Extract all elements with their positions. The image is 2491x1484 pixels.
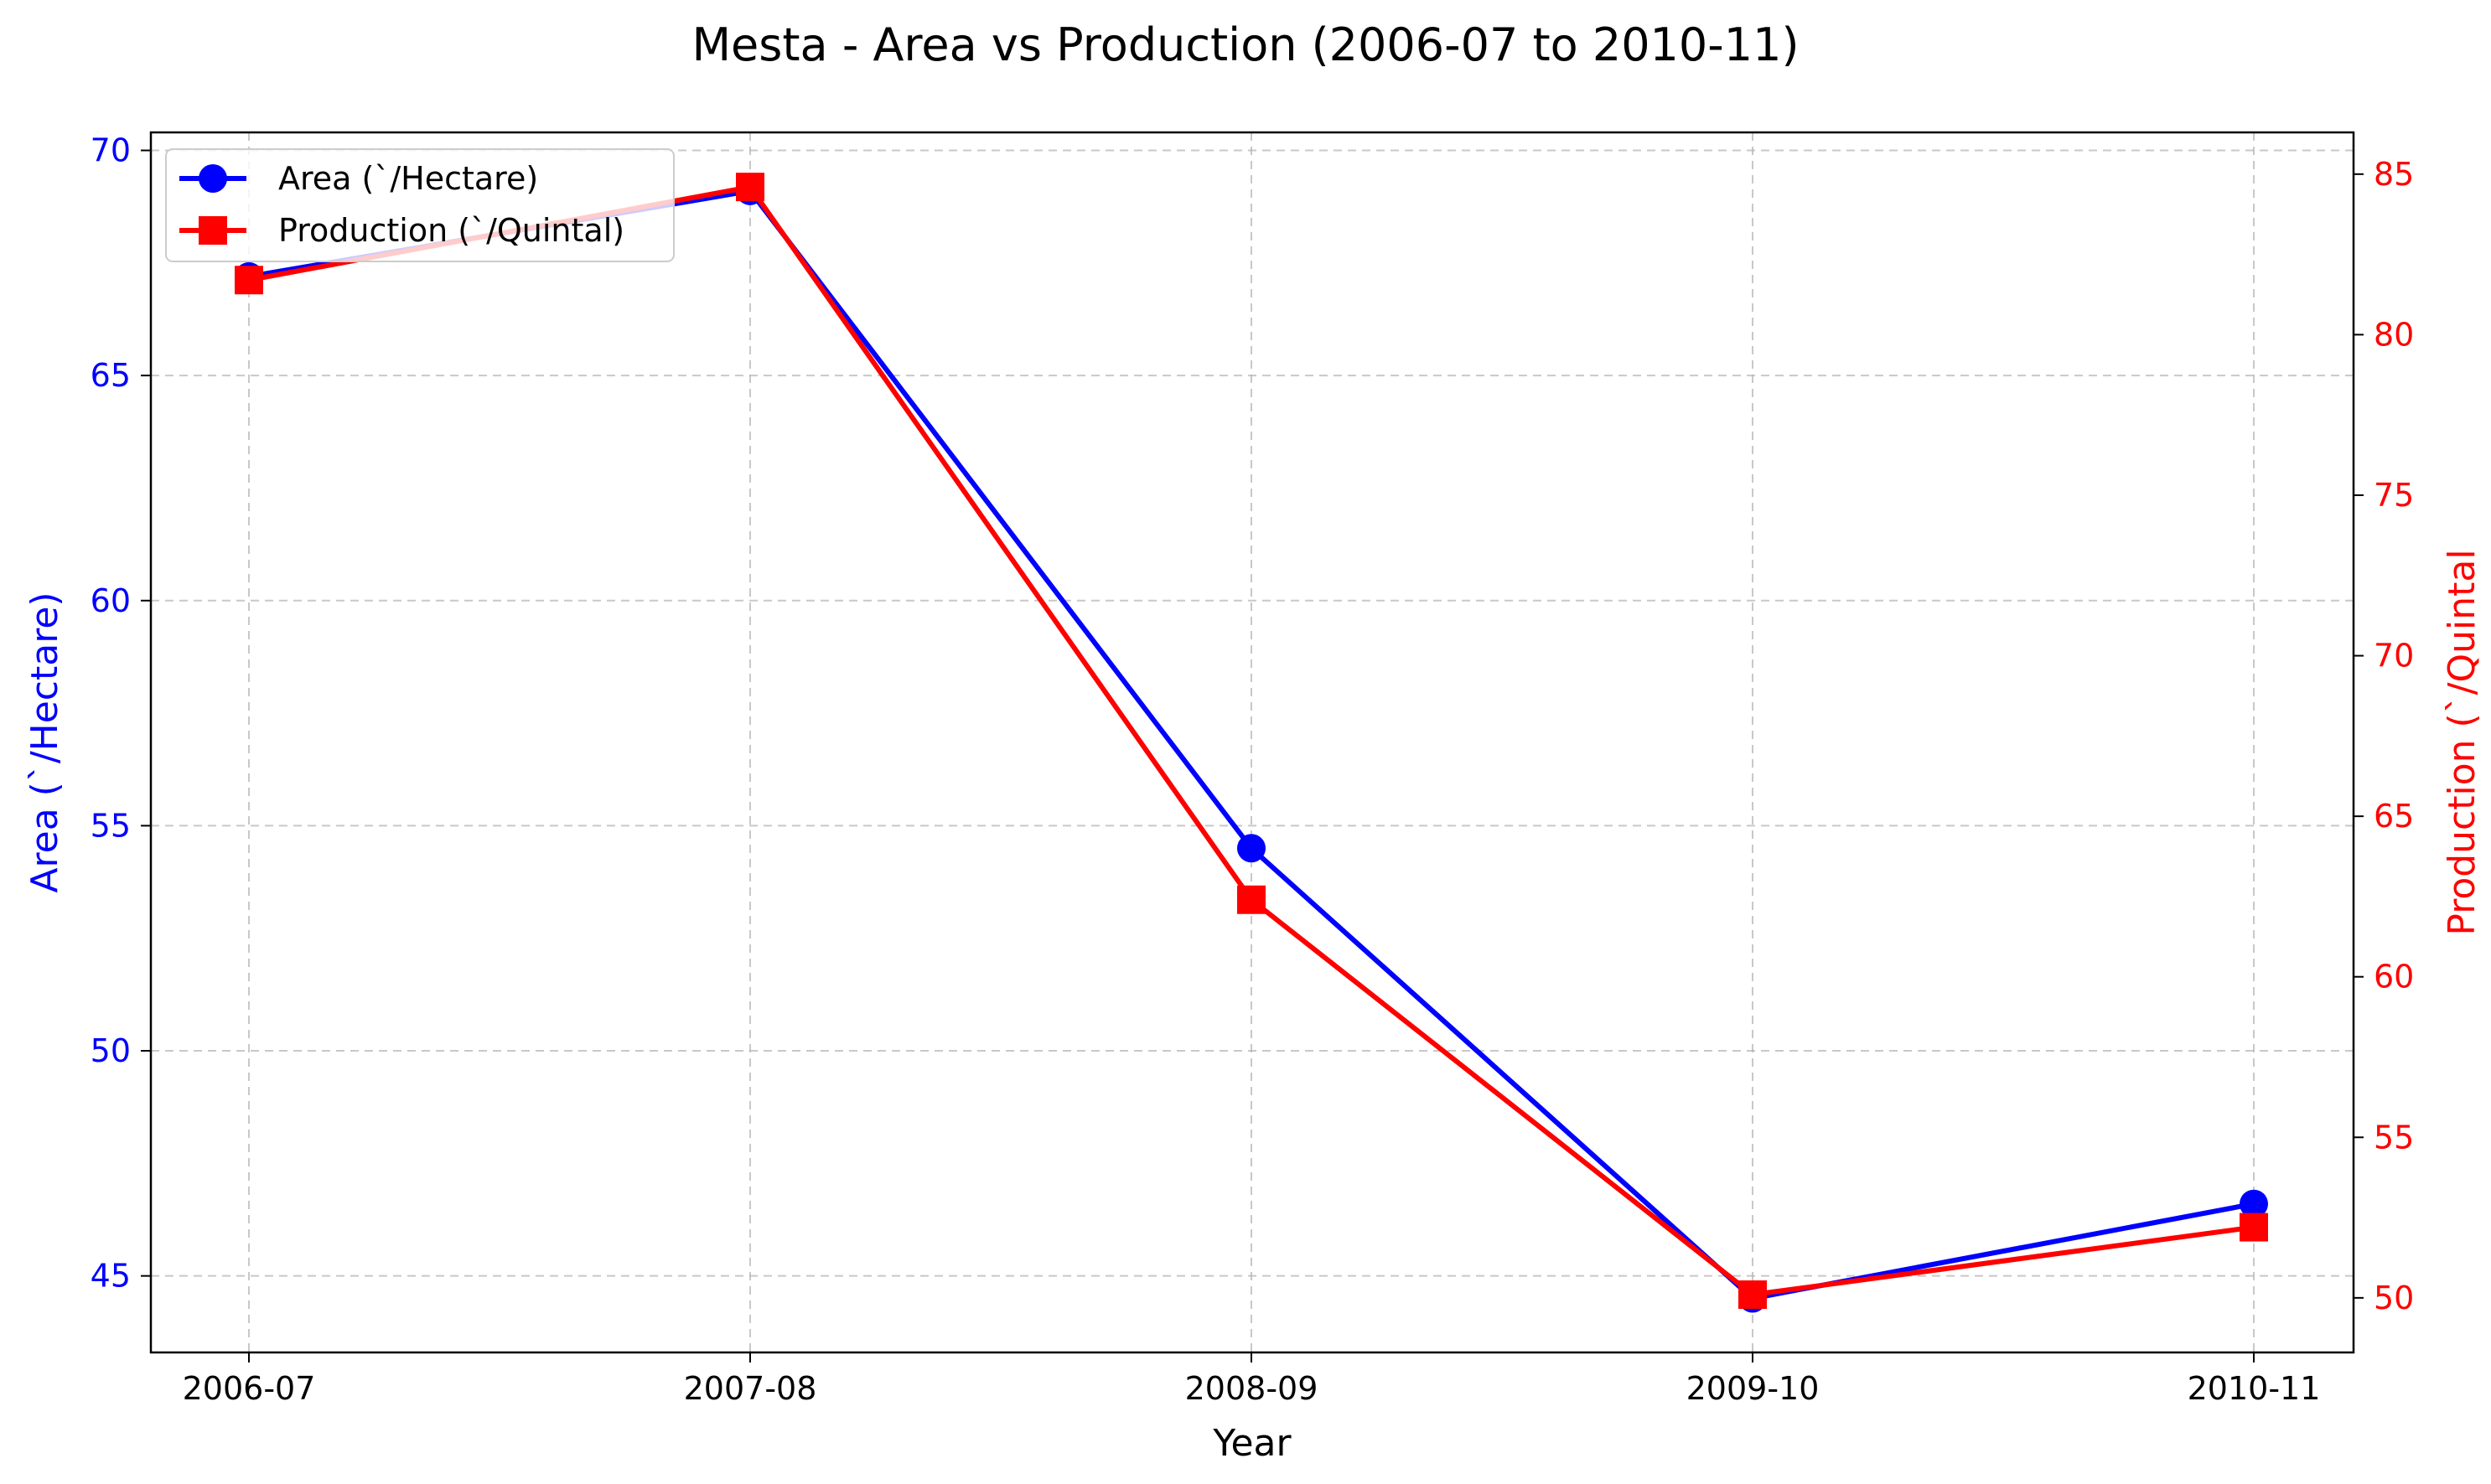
legend: Area (`/Hectare) Production (`/Quintal): [165, 148, 675, 262]
x-axis-label: Year: [1212, 1422, 1292, 1465]
x-tick-label: 2009-10: [1686, 1370, 1820, 1407]
chart-title: Mesta - Area vs Production (2006-07 to 2…: [691, 18, 1799, 71]
y-right-tick-label: 55: [2374, 1119, 2414, 1156]
y-left-tick-label: 45: [91, 1258, 131, 1295]
production-point: [1237, 885, 1266, 914]
y-axis-left-label: Area (`/Hectare): [23, 592, 66, 892]
y-left-tick-label: 50: [91, 1032, 131, 1069]
area-legend-marker: [199, 164, 227, 193]
grid: [151, 132, 2354, 1352]
legend-box: [165, 148, 675, 262]
production-point: [2240, 1213, 2268, 1242]
y-axis-right-label: Production (`/Quintal: [2441, 549, 2483, 935]
y-left-tick-label: 55: [91, 807, 131, 844]
axes: 2006-07 2007-08 2008-09 2009-10 2010-11 45 50 5…: [91, 132, 2415, 1407]
x-tick-label: 2006-07: [183, 1370, 316, 1407]
production-legend-label: Production (`/Quintal): [278, 212, 624, 249]
y-right-tick-label: 65: [2374, 798, 2414, 835]
production-point: [1738, 1280, 1767, 1310]
area-point: [1237, 834, 1266, 863]
y-left-tick-label: 60: [91, 582, 131, 619]
y-right-tick-label: 75: [2374, 477, 2414, 514]
area-legend-label: Area (`/Hectare): [278, 160, 538, 197]
y-right-tick-label: 80: [2374, 316, 2414, 353]
y-left-tick-label: 65: [91, 357, 131, 394]
x-tick-label: 2010-11: [2188, 1370, 2321, 1407]
y-right-tick-label: 85: [2374, 156, 2414, 193]
x-tick-label: 2008-09: [1185, 1370, 1318, 1407]
y-right-tick-label: 50: [2374, 1280, 2414, 1316]
y-right-tick-label: 70: [2374, 638, 2414, 675]
x-tick-label: 2007-08: [684, 1370, 817, 1407]
production-point: [235, 266, 263, 295]
area-point: [2240, 1189, 2268, 1218]
y-right-tick-label: 60: [2374, 959, 2414, 995]
production-point: [736, 173, 764, 202]
production-legend-marker: [199, 216, 227, 245]
y-left-tick-label: 70: [91, 132, 131, 168]
